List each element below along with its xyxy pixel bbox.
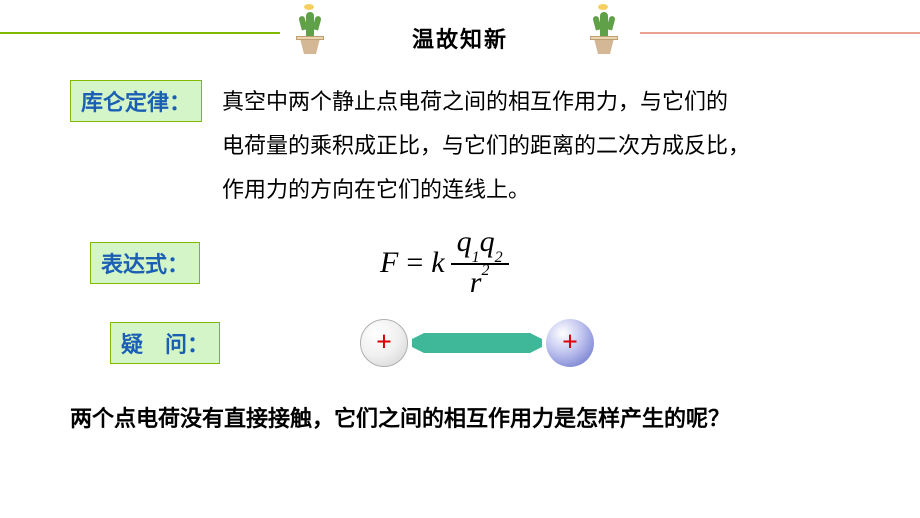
formula-numerator: q1q2 [451,224,509,263]
formula-k: k [431,246,444,280]
label-expression: 表达式： [90,242,200,284]
formula-row: 表达式： F = k q1q2 r2 [60,224,860,301]
text-line: 电荷量的乘积成正比，与它们的距离的二次方成反比， [222,124,750,168]
formula-eq: = [406,246,423,280]
formula-lhs: F [380,246,398,280]
page-title: 温故知新 [412,22,508,54]
header: 温故知新 [0,0,920,60]
formula-fraction: q1q2 r2 [451,224,509,301]
content-area: 库仑定律： 真空中两个静止点电荷之间的相互作用力，与它们的 电荷量的乘积成正比，… [0,60,920,433]
decor-line-left [0,32,280,34]
charge-left: + [360,319,408,367]
coulomb-formula: F = k q1q2 r2 [380,224,509,301]
text-line: 真空中两个静止点电荷之间的相互作用力，与它们的 [222,80,750,124]
label-question: 疑 问： [110,322,220,364]
label-coulomb-law: 库仑定律： [70,80,202,122]
cactus-icon [588,6,620,54]
double-arrow-icon [412,333,542,353]
question-row: 疑 问： + + [60,319,860,367]
text-line: 作用力的方向在它们的连线上。 [222,168,750,212]
charge-diagram: + + [360,319,594,367]
cactus-icon [294,6,326,54]
charge-right: + [546,319,594,367]
formula-denominator: r2 [464,265,496,301]
decor-line-right [640,32,920,34]
coulomb-law-row: 库仑定律： 真空中两个静止点电荷之间的相互作用力，与它们的 电荷量的乘积成正比，… [60,80,860,212]
final-question-text: 两个点电荷没有直接接触，它们之间的相互作用力是怎样产生的呢？ [70,401,860,433]
coulomb-law-text: 真空中两个静止点电荷之间的相互作用力，与它们的 电荷量的乘积成正比，与它们的距离… [222,80,750,212]
